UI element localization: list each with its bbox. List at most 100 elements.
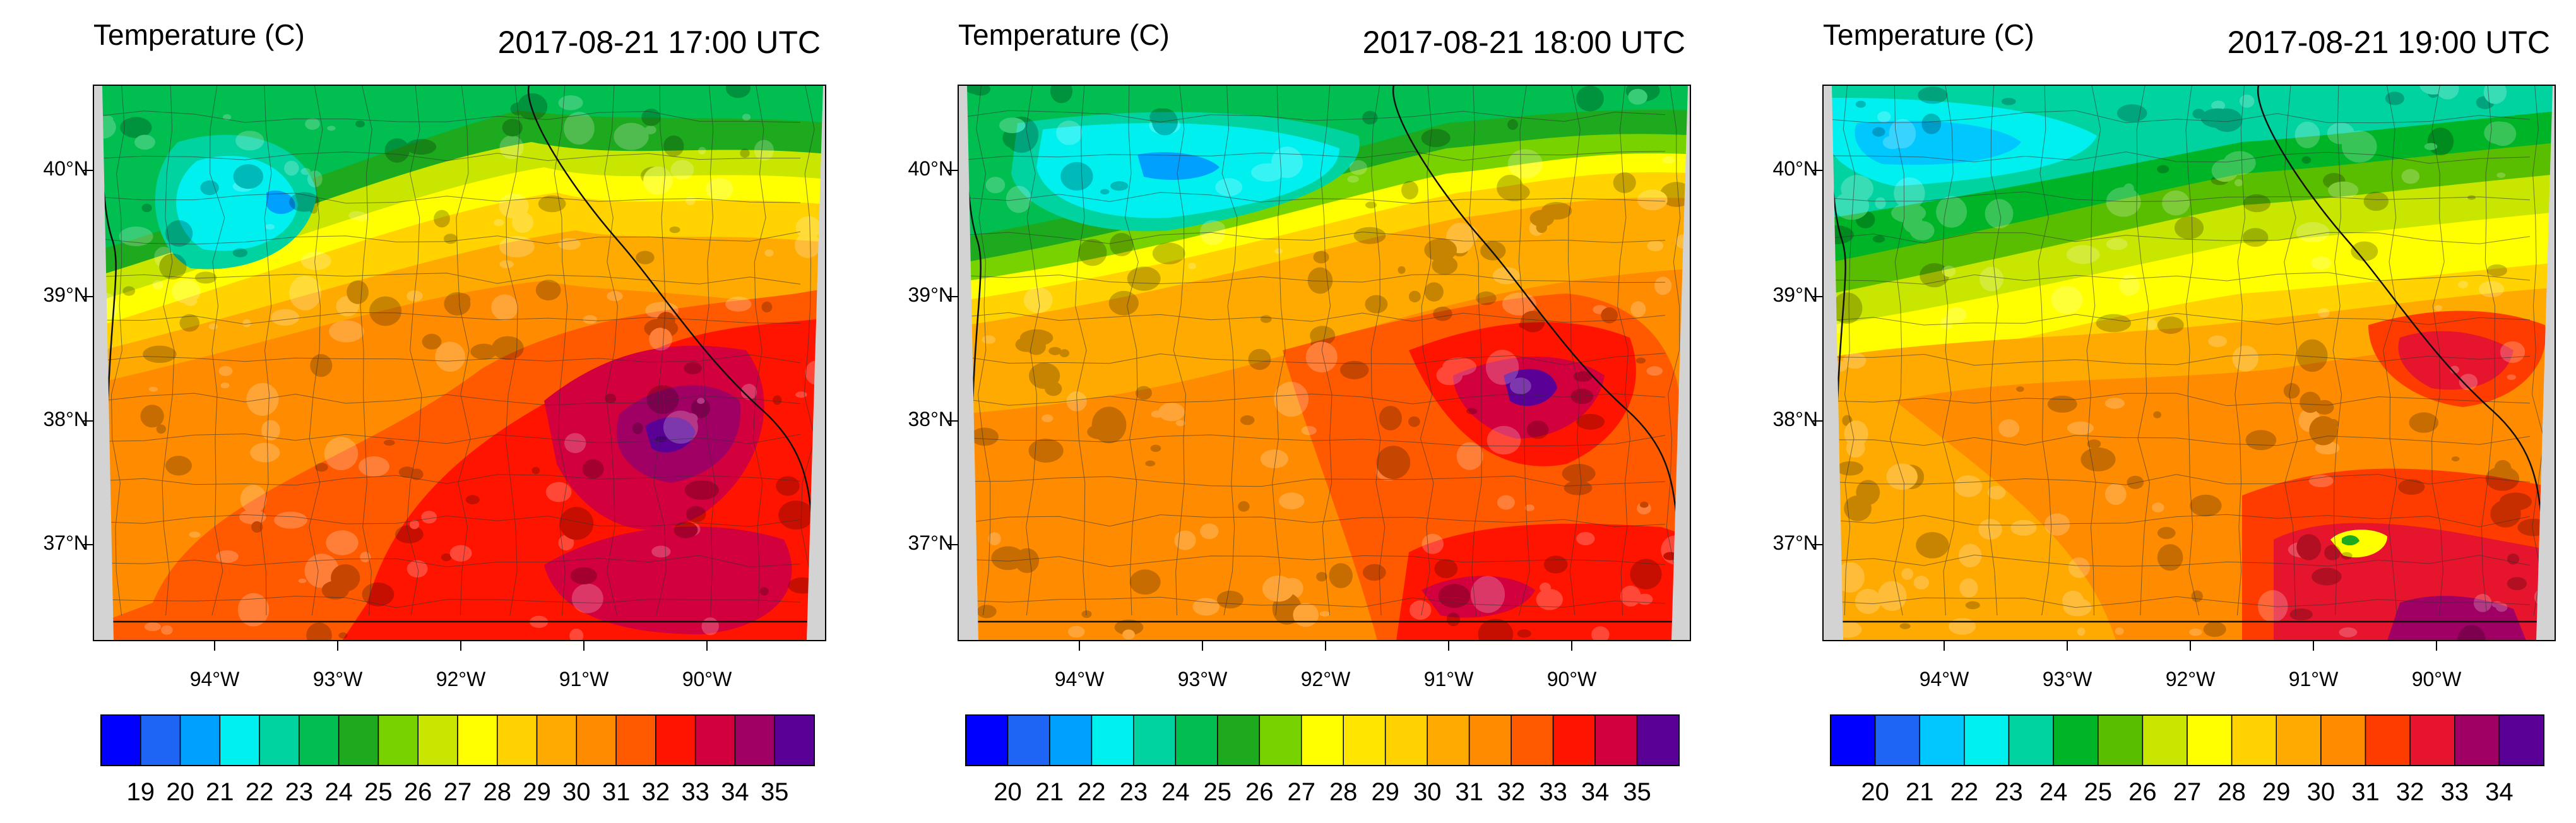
- colorbar-tick-label: 32: [1497, 778, 1526, 806]
- lon-label-94w: 94°W: [1919, 668, 1969, 690]
- lat-label-38n: 38°N: [1772, 408, 1819, 430]
- lon-label-90w: 90°W: [2411, 668, 2462, 690]
- colorbar-swatch: [1636, 714, 1680, 766]
- colorbar-tick-label: 33: [1539, 778, 1567, 806]
- colorbar-swatch: [2365, 714, 2411, 766]
- colorbar-swatch: [140, 714, 181, 766]
- valid-time: 2017-08-21 19:00 UTC: [2227, 25, 2550, 60]
- colorbar-tick-label: 19: [126, 778, 155, 806]
- colorbar-tick-label: 31: [2351, 778, 2380, 806]
- colorbar-tick-label: 31: [602, 778, 631, 806]
- colorbar-swatch: [377, 714, 418, 766]
- colorbar-swatch: [1049, 714, 1093, 766]
- colorbar-frame: [1830, 714, 2544, 766]
- lon-label-93w: 93°W: [312, 668, 363, 690]
- colorbar-tick-label: 28: [483, 778, 512, 806]
- colorbar-swatch: [1301, 714, 1344, 766]
- colorbar-swatch: [2454, 714, 2500, 766]
- map-frame: [958, 85, 1691, 641]
- axis-ticks: [1813, 170, 2437, 651]
- colorbar-swatch: [576, 714, 617, 766]
- colorbar-tick-label: 20: [166, 778, 194, 806]
- colorbar-tick-label: 29: [2262, 778, 2291, 806]
- colorbar: [965, 714, 1680, 766]
- lat-label-37n: 37°N: [908, 531, 954, 554]
- lon-label-92w: 92°W: [1300, 668, 1351, 690]
- colorbar-tick-label: 29: [523, 778, 551, 806]
- colorbar-tick-label: 22: [1077, 778, 1106, 806]
- lat-label-38n: 38°N: [43, 408, 89, 430]
- lon-label-91w: 91°W: [559, 668, 609, 690]
- colorbar: [100, 714, 815, 766]
- map-panel-1900utc: Temperature (C) 2017-08-21 19:00 UTC 40°…: [1730, 0, 2576, 823]
- colorbar-tick-label: 26: [1245, 778, 1274, 806]
- colorbar-swatch: [1511, 714, 1554, 766]
- colorbar-swatch: [2098, 714, 2144, 766]
- field-texture: [93, 85, 826, 641]
- map-panel-1700utc: Temperature (C) 2017-08-21 17:00 UTC 40°…: [0, 0, 858, 823]
- temperature-field: [958, 85, 1690, 641]
- colorbar-tick-label: 29: [1371, 778, 1399, 806]
- lon-label-91w: 91°W: [1423, 668, 1474, 690]
- temperature-map: [948, 85, 1691, 766]
- colorbar-tick-label: 25: [364, 778, 393, 806]
- variable-title: Temperature (C): [1823, 18, 2034, 51]
- temperature-contour-region: [2342, 535, 2359, 546]
- temperature-map: [83, 85, 826, 766]
- colorbar-tick-label: 34: [2485, 778, 2514, 806]
- domain-edge-left: [1823, 85, 1843, 641]
- colorbar-swatch: [1384, 714, 1428, 766]
- domain-edge-left: [958, 85, 978, 641]
- colorbar-swatch: [965, 714, 1009, 766]
- colorbar-swatch: [2008, 714, 2054, 766]
- valid-time: 2017-08-21 18:00 UTC: [1362, 25, 1685, 60]
- colorbar-swatch: [1133, 714, 1177, 766]
- colorbar-tick-label: 34: [1581, 778, 1610, 806]
- temperature-contour-region: [544, 526, 792, 634]
- colorbar-swatch: [417, 714, 458, 766]
- colorbar-tick-label: 24: [2039, 778, 2068, 806]
- colorbar-swatch: [2142, 714, 2188, 766]
- colorbar-swatch: [694, 714, 736, 766]
- colorbar-swatch: [2498, 714, 2544, 766]
- temperature-contour-region: [1855, 121, 2021, 165]
- colorbar-tick-label: 20: [1861, 778, 1889, 806]
- colorbar-swatch: [1343, 714, 1386, 766]
- colorbar-swatch: [1919, 714, 1965, 766]
- colorbar-tick-label: 25: [1203, 778, 1232, 806]
- colorbar-swatch: [497, 714, 538, 766]
- colorbar-swatch: [2187, 714, 2233, 766]
- colorbar-swatch: [1007, 714, 1050, 766]
- colorbar-tick-label: 25: [2084, 778, 2113, 806]
- colorbar-tick-label: 23: [1995, 778, 2023, 806]
- colorbar-tick-label: 33: [2440, 778, 2469, 806]
- colorbar-swatch: [259, 714, 300, 766]
- colorbar-swatch: [1217, 714, 1261, 766]
- colorbar-tick-label: 35: [1623, 778, 1651, 806]
- colorbar-frame: [100, 714, 815, 766]
- colorbar-swatch: [1468, 714, 1512, 766]
- lon-label-91w: 91°W: [2288, 668, 2339, 690]
- colorbar-tick-label: 21: [206, 778, 234, 806]
- colorbar-tick-label: 34: [721, 778, 749, 806]
- colorbar-swatch: [1594, 714, 1638, 766]
- colorbar-tick-label: 22: [245, 778, 274, 806]
- colorbar-tick-label: 30: [2306, 778, 2336, 806]
- axis-ticks: [83, 170, 708, 651]
- colorbar-tick-label: 22: [1950, 778, 1979, 806]
- lat-label-39n: 39°N: [1772, 283, 1819, 306]
- colorbar-tick-label: 33: [681, 778, 709, 806]
- colorbar: [1830, 714, 2544, 766]
- temperature-contour-region: [2387, 596, 2526, 641]
- colorbar-swatch: [219, 714, 260, 766]
- colorbar-swatch: [100, 714, 141, 766]
- colorbar-tick-label: 32: [2395, 778, 2425, 806]
- colorbar-tick-label: 27: [1287, 778, 1316, 806]
- variable-title: Temperature (C): [93, 18, 305, 51]
- axis-ticks: [948, 170, 1572, 651]
- colorbar-tick-label: 27: [443, 778, 472, 806]
- colorbar-swatch: [1175, 714, 1218, 766]
- colorbar-swatch: [1552, 714, 1596, 766]
- lon-label-93w: 93°W: [2042, 668, 2092, 690]
- colorbar-tick-label: 30: [1413, 778, 1442, 806]
